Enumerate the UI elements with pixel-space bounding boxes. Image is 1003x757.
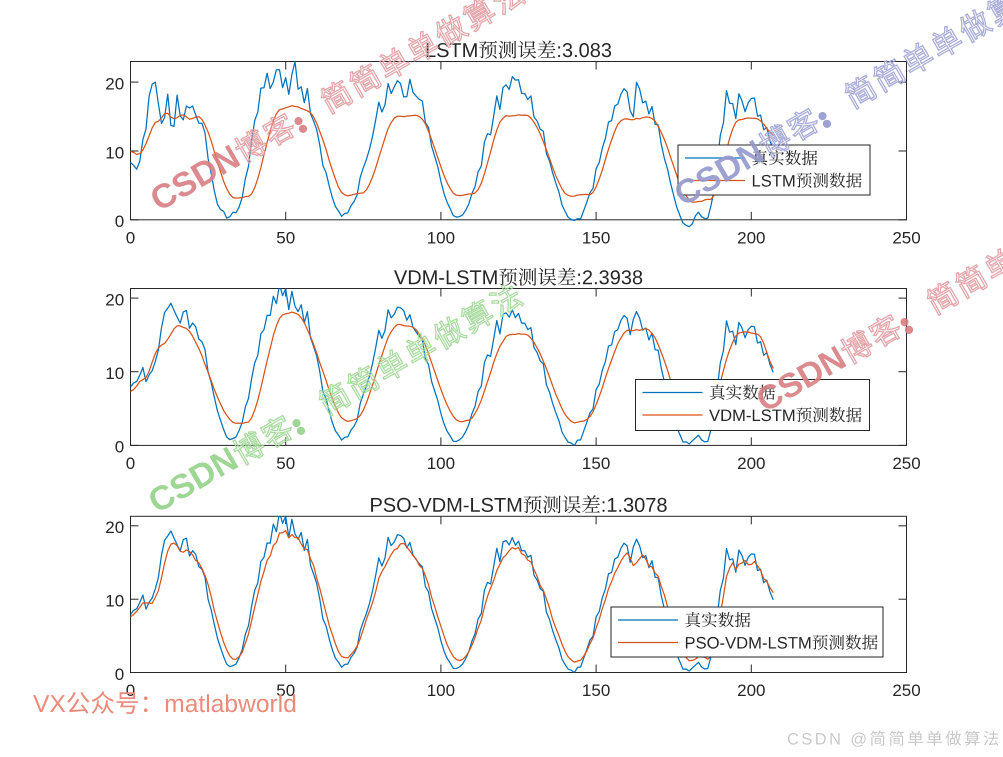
svg-text:20: 20 — [105, 74, 124, 93]
svg-text:250: 250 — [892, 681, 920, 700]
svg-text:0: 0 — [115, 438, 124, 457]
svg-text:100: 100 — [427, 228, 455, 247]
svg-text:50: 50 — [276, 454, 295, 473]
svg-text:150: 150 — [582, 454, 610, 473]
svg-text:100: 100 — [427, 454, 455, 473]
svg-text:150: 150 — [582, 681, 610, 700]
svg-text:0: 0 — [126, 228, 135, 247]
svg-text:0: 0 — [115, 665, 124, 684]
svg-text:200: 200 — [737, 454, 765, 473]
svg-text:200: 200 — [737, 228, 765, 247]
svg-text:0: 0 — [126, 454, 135, 473]
svg-text:50: 50 — [276, 228, 295, 247]
svg-text:20: 20 — [105, 290, 124, 309]
svg-text:50: 50 — [276, 681, 295, 700]
svg-text:150: 150 — [582, 228, 610, 247]
svg-text:0: 0 — [115, 212, 124, 231]
svg-text:0: 0 — [126, 681, 135, 700]
svg-text:10: 10 — [105, 364, 124, 383]
svg-text:10: 10 — [105, 143, 124, 162]
svg-text:10: 10 — [105, 592, 124, 611]
svg-text:200: 200 — [737, 681, 765, 700]
svg-text:100: 100 — [427, 681, 455, 700]
svg-text:20: 20 — [105, 518, 124, 537]
svg-text:250: 250 — [892, 454, 920, 473]
svg-text:250: 250 — [892, 228, 920, 247]
